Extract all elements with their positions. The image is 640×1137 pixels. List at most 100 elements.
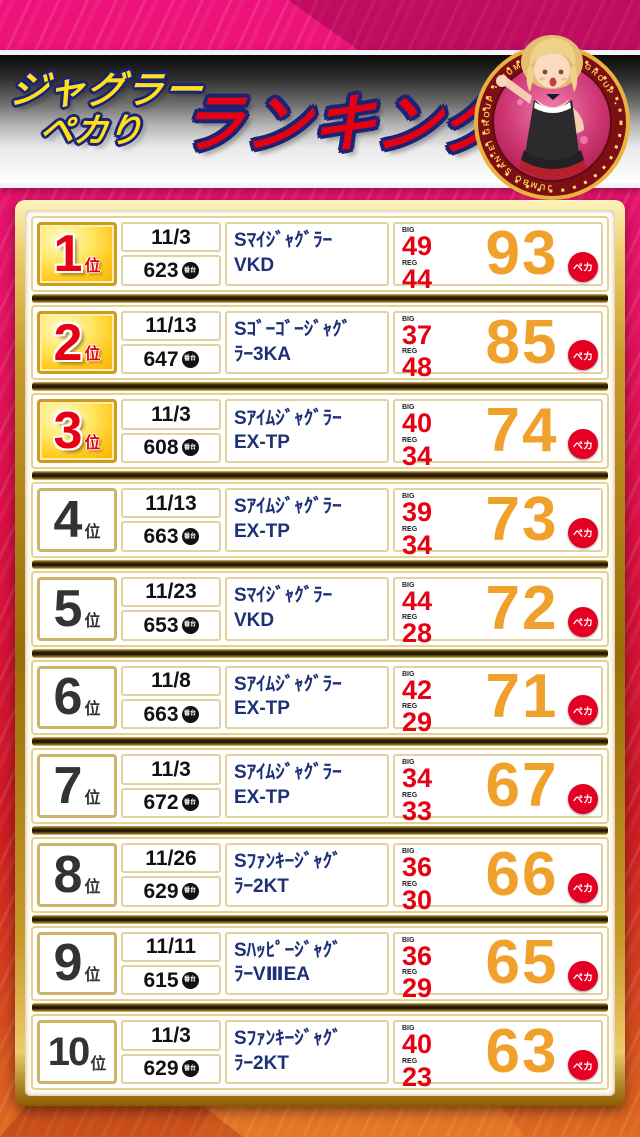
stats-cell: BIG 36 REG 30 66 ペカ [393,842,603,913]
rank-badge: 2 位 [37,310,117,375]
total-area: 85 ペカ [461,311,601,373]
machine-name-line2: ﾗｰ3KA [234,343,292,365]
rank-number: 1 [53,224,83,283]
total-area: 93 ペカ [461,218,601,288]
unit-badge-icon: 番台 [181,616,199,634]
total-area: 74 ペカ [461,396,601,466]
date-box: 11/26 [121,842,221,874]
machine-name: Sｱｲﾑｼﾞｬｸﾞﾗｰ EX-TP [225,754,389,818]
machine-name: Sﾌｧﾝｷｰｼﾞｬｸﾞ ﾗｰ2KT [225,842,389,907]
machine-name-line1: Sﾌｧﾝｷｰｼﾞｬｸﾞ [234,1028,342,1050]
peka-badge-icon: ペカ [568,606,598,637]
rank-suffix: 位 [84,701,101,719]
machine-name-line1: Sｱｲﾑｼﾞｬｸﾞﾗｰ [234,762,342,784]
total-peka-count: 74 [485,396,559,466]
big-label: BIG [402,493,415,501]
reg-label: REG [402,880,418,888]
stats-cell: BIG 34 REG 33 67 ペカ [393,754,603,824]
date-unit-cell: 11/13 663 番台 [121,488,221,552]
ranking-row: 6 位 11/8 663 番台 Sｱｲﾑｼﾞｬｸﾞﾗｰ EX-TP BIG 42… [31,659,609,735]
date-unit-cell: 11/3 629 番台 [121,1020,221,1085]
bonus-counts: BIG 37 REG 48 [395,313,461,381]
bonus-counts: BIG 34 REG 33 [395,756,461,824]
ranking-row: 10 位 11/3 629 番台 Sﾌｧﾝｷｰｼﾞｬｸﾞ ﾗｰ2KT BIG 4… [31,1014,609,1090]
total-peka-count: 72 [485,573,559,643]
unit-number: 608 [143,436,179,460]
unit-box: 623 番台 [121,255,221,286]
row-separator [32,825,608,835]
date-box: 11/3 [121,754,221,785]
big-label: BIG [402,759,415,767]
unit-number: 663 [143,702,179,726]
rank-suffix: 位 [84,967,101,985]
date-unit-cell: 11/23 653 番台 [121,576,221,641]
bonus-counts: BIG 36 REG 30 [395,845,461,913]
unit-number: 672 [143,791,179,815]
machine-name-line2: ﾗｰ2KT [234,1053,289,1075]
reg-count: 23 [402,1061,433,1092]
unit-number: 623 [143,259,179,283]
date-unit-cell: 11/3 623 番台 [121,222,221,286]
stats-cell: BIG 37 REG 48 85 ペカ [393,310,603,381]
row-separator [32,471,608,481]
bonus-counts: BIG 40 REG 23 [395,1022,461,1090]
machine-name-line2: EX-TP [234,787,290,809]
machine-name: Sﾊｯﾋﾟｰｼﾞｬｸﾞ ﾗｰVⅢEA [225,931,389,996]
date-box: 11/13 [121,488,221,519]
machine-name-line2: EX-TP [234,432,290,454]
date-unit-cell: 11/3 672 番台 [121,754,221,818]
machine-name: Sｱｲﾑｼﾞｬｸﾞﾗｰ EX-TP [225,665,389,730]
rank-number: 6 [53,668,83,727]
machine-name: Sｱｲﾑｼﾞｬｸﾞﾗｰ EX-TP [225,399,389,464]
total-area: 66 ペカ [461,843,601,905]
rank-number: 10 [47,1030,90,1075]
bonus-counts: BIG 36 REG 29 [395,934,461,1002]
total-peka-count: 63 [485,1017,559,1087]
total-area: 67 ペカ [461,755,601,817]
unit-box: 615 番台 [121,964,221,996]
unit-box: 629 番台 [121,1053,221,1085]
rank-number: 2 [53,313,83,372]
total-peka-count: 65 [485,928,559,998]
rank-suffix: 位 [84,612,101,630]
rank-number: 8 [53,845,83,904]
total-area: 72 ペカ [461,573,601,643]
unit-badge-icon: 番台 [181,350,199,368]
big-label: BIG [402,670,415,678]
rank-number: 9 [53,934,83,993]
mascot-character [496,35,586,179]
total-area: 63 ペカ [461,1017,601,1087]
date-box: 11/11 [121,931,221,962]
machine-name-line2: VKD [234,254,275,276]
total-peka-count: 73 [485,484,559,554]
unit-badge-icon: 番台 [181,971,199,989]
big-count: 37 [402,319,433,350]
row-separator [32,648,608,658]
rank-badge: 8 位 [37,842,117,907]
date-box: 11/13 [121,310,221,342]
peka-badge-icon: ペカ [568,961,598,992]
date-box: 11/3 [121,222,221,253]
total-area: 73 ペカ [461,484,601,554]
stats-cell: BIG 40 REG 23 63 ペカ [393,1017,603,1090]
big-label: BIG [402,1025,415,1033]
reg-count: 30 [402,884,433,915]
date-unit-cell: 11/26 629 番台 [121,842,221,907]
rank-badge: 6 位 [37,665,117,730]
stats-cell: BIG 36 REG 29 65 ペカ [393,928,603,1002]
date-box: 11/3 [121,1020,221,1051]
unit-number: 629 [143,879,179,903]
rank-suffix: 位 [90,1056,107,1074]
reg-count: 33 [402,795,433,826]
big-count: 44 [402,585,433,616]
bonus-counts: BIG 49 REG 44 [395,224,461,292]
row-separator [32,1003,608,1013]
total-peka-count: 93 [485,218,559,288]
unit-box: 663 番台 [121,698,221,730]
rank-suffix: 位 [84,789,101,807]
unit-box: 672 番台 [121,787,221,818]
date-box: 11/3 [121,399,221,430]
big-label: BIG [402,227,415,234]
peka-badge-icon: ペカ [568,783,598,814]
machine-name: Sｺﾞｰｺﾞｰｼﾞｬｸﾞ ﾗｰ3KA [225,310,389,375]
